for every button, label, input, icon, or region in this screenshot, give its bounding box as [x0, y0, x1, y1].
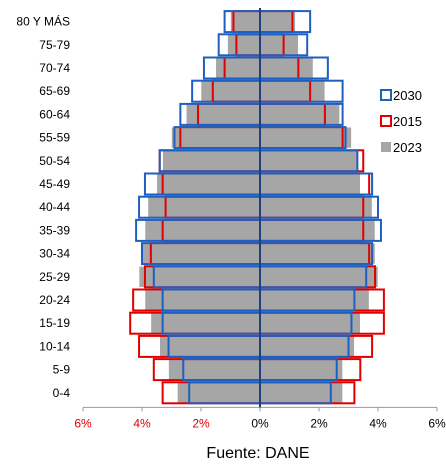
y-label-75-79: 75-79	[39, 38, 70, 52]
x-axis-tick-labels: 6% 4% 2% 0% 2% 4% 6%	[74, 416, 446, 430]
y-label-0-4: 0-4	[53, 386, 71, 400]
bar-2023-left-50-54	[162, 150, 261, 172]
source-caption: Fuente: DANE	[206, 445, 309, 462]
bar-2023-left-70-74	[215, 57, 261, 79]
x-tick-label: 6%	[74, 416, 92, 430]
bar-2023-right-75-79	[259, 33, 299, 56]
bar-2023-left-45-49	[156, 173, 261, 195]
bar-2023-left-80-y-m-s	[230, 10, 261, 33]
bar-2023-left-65-69	[200, 80, 261, 102]
bar-2023-left-10-14	[159, 335, 261, 358]
legend-swatch-2015	[380, 115, 392, 127]
y-label-50-54: 50-54	[39, 154, 70, 168]
bar-2023-right-45-49	[259, 173, 361, 195]
bar-2023-right-15-19	[259, 312, 361, 335]
legend-swatch-2023	[381, 142, 391, 152]
bar-2023-right-60-64	[259, 103, 340, 126]
bar-2023-right-65-69	[259, 80, 326, 102]
y-label-30-34: 30-34	[39, 247, 70, 261]
y-label-15-19: 15-19	[39, 316, 70, 330]
x-tick-label: 2%	[192, 416, 210, 430]
series-2023-bars	[138, 10, 379, 404]
bar-2023-right-55-59	[259, 126, 352, 149]
bar-2023-right-50-54	[259, 150, 358, 172]
bar-2023-left-25-29	[138, 265, 261, 288]
bar-2023-left-55-59	[171, 126, 261, 149]
y-label-70-74: 70-74	[39, 61, 70, 75]
y-label-25-29: 25-29	[39, 270, 70, 284]
bar-2023-left-30-34	[141, 242, 261, 265]
y-label-60-64: 60-64	[39, 107, 70, 121]
bar-2023-right-10-14	[259, 335, 355, 358]
axes	[82, 8, 438, 412]
y-axis-labels: 80 Y MÁS 75-79 70-74 65-69 60-64 55-59 50-54 45…	[16, 14, 70, 400]
x-tick-label: 4%	[369, 416, 387, 430]
x-tick-label: 0%	[251, 416, 269, 430]
bar-2023-right-40-44	[259, 196, 373, 218]
legend: 2030 2015 2023	[380, 88, 422, 155]
bar-2023-right-25-29	[259, 265, 379, 288]
bar-2023-left-5-9	[168, 358, 261, 381]
bar-2023-left-75-79	[227, 33, 261, 56]
bar-2023-right-30-34	[259, 242, 376, 265]
legend-label-2015: 2015	[393, 114, 422, 129]
legend-label-2030: 2030	[393, 88, 422, 103]
bar-2023-left-15-19	[150, 312, 261, 335]
y-label-65-69: 65-69	[39, 84, 70, 98]
y-label-80-y-m-s: 80 Y MÁS	[16, 14, 70, 29]
x-tick-label: 6%	[428, 416, 446, 430]
y-label-10-14: 10-14	[39, 339, 70, 353]
bar-2023-right-5-9	[259, 358, 343, 381]
y-label-5-9: 5-9	[53, 363, 71, 377]
y-label-45-49: 45-49	[39, 177, 70, 191]
legend-label-2023: 2023	[393, 140, 422, 155]
x-tick-label: 4%	[133, 416, 151, 430]
bar-2023-right-80-y-m-s	[259, 10, 296, 33]
x-tick-label: 2%	[310, 416, 328, 430]
y-label-20-24: 20-24	[39, 293, 70, 307]
y-label-40-44: 40-44	[39, 200, 70, 214]
bar-2023-right-70-74	[259, 57, 314, 79]
bar-2023-right-35-39	[259, 219, 376, 242]
bar-2023-right-20-24	[259, 289, 370, 311]
y-label-35-39: 35-39	[39, 223, 70, 237]
y-label-55-59: 55-59	[39, 131, 70, 145]
legend-swatch-2030	[380, 89, 392, 101]
